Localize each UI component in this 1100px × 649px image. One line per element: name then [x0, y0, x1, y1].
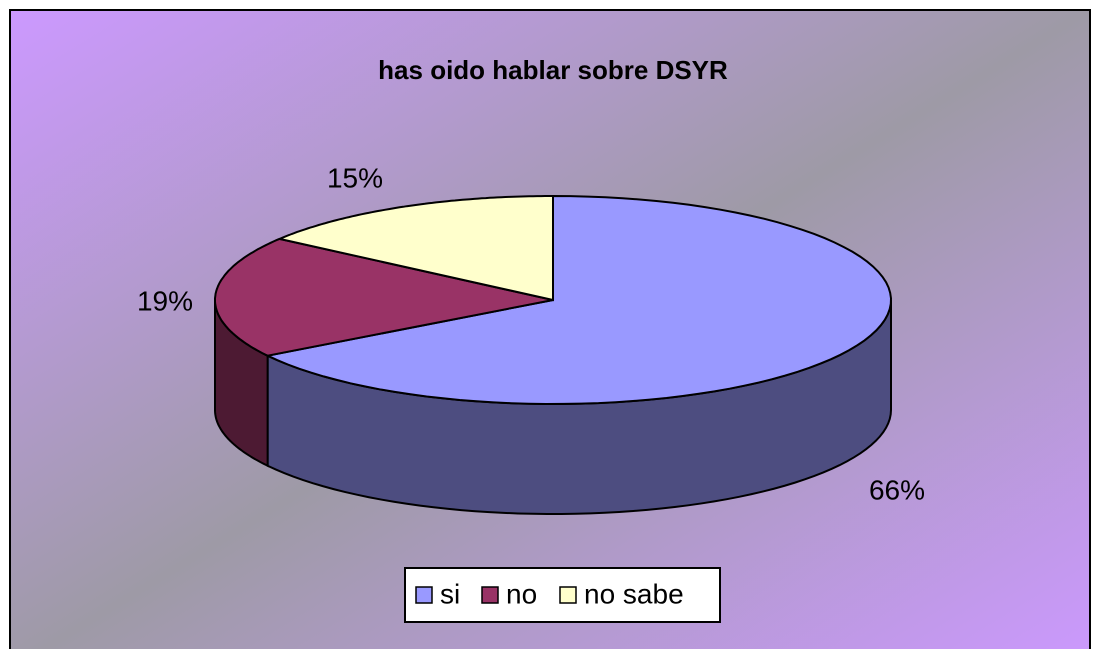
legend-label: si	[440, 578, 460, 609]
chart-title: has oido hablar sobre DSYR	[378, 55, 728, 85]
legend-label: no sabe	[584, 578, 684, 609]
pie: 66% 19% 15%	[137, 162, 925, 515]
legend-items: si no no sabe	[415, 578, 684, 609]
data-label: 19%	[137, 285, 193, 316]
data-label: 15%	[327, 162, 383, 193]
legend-swatch	[481, 586, 499, 604]
pie-slice	[276, 195, 554, 302]
legend-swatch	[415, 586, 433, 604]
legend-swatch	[559, 586, 577, 604]
pie-slice	[264, 194, 893, 406]
legend-label: no	[506, 578, 537, 609]
data-label: 66%	[869, 474, 925, 505]
pie-slice	[214, 237, 554, 357]
